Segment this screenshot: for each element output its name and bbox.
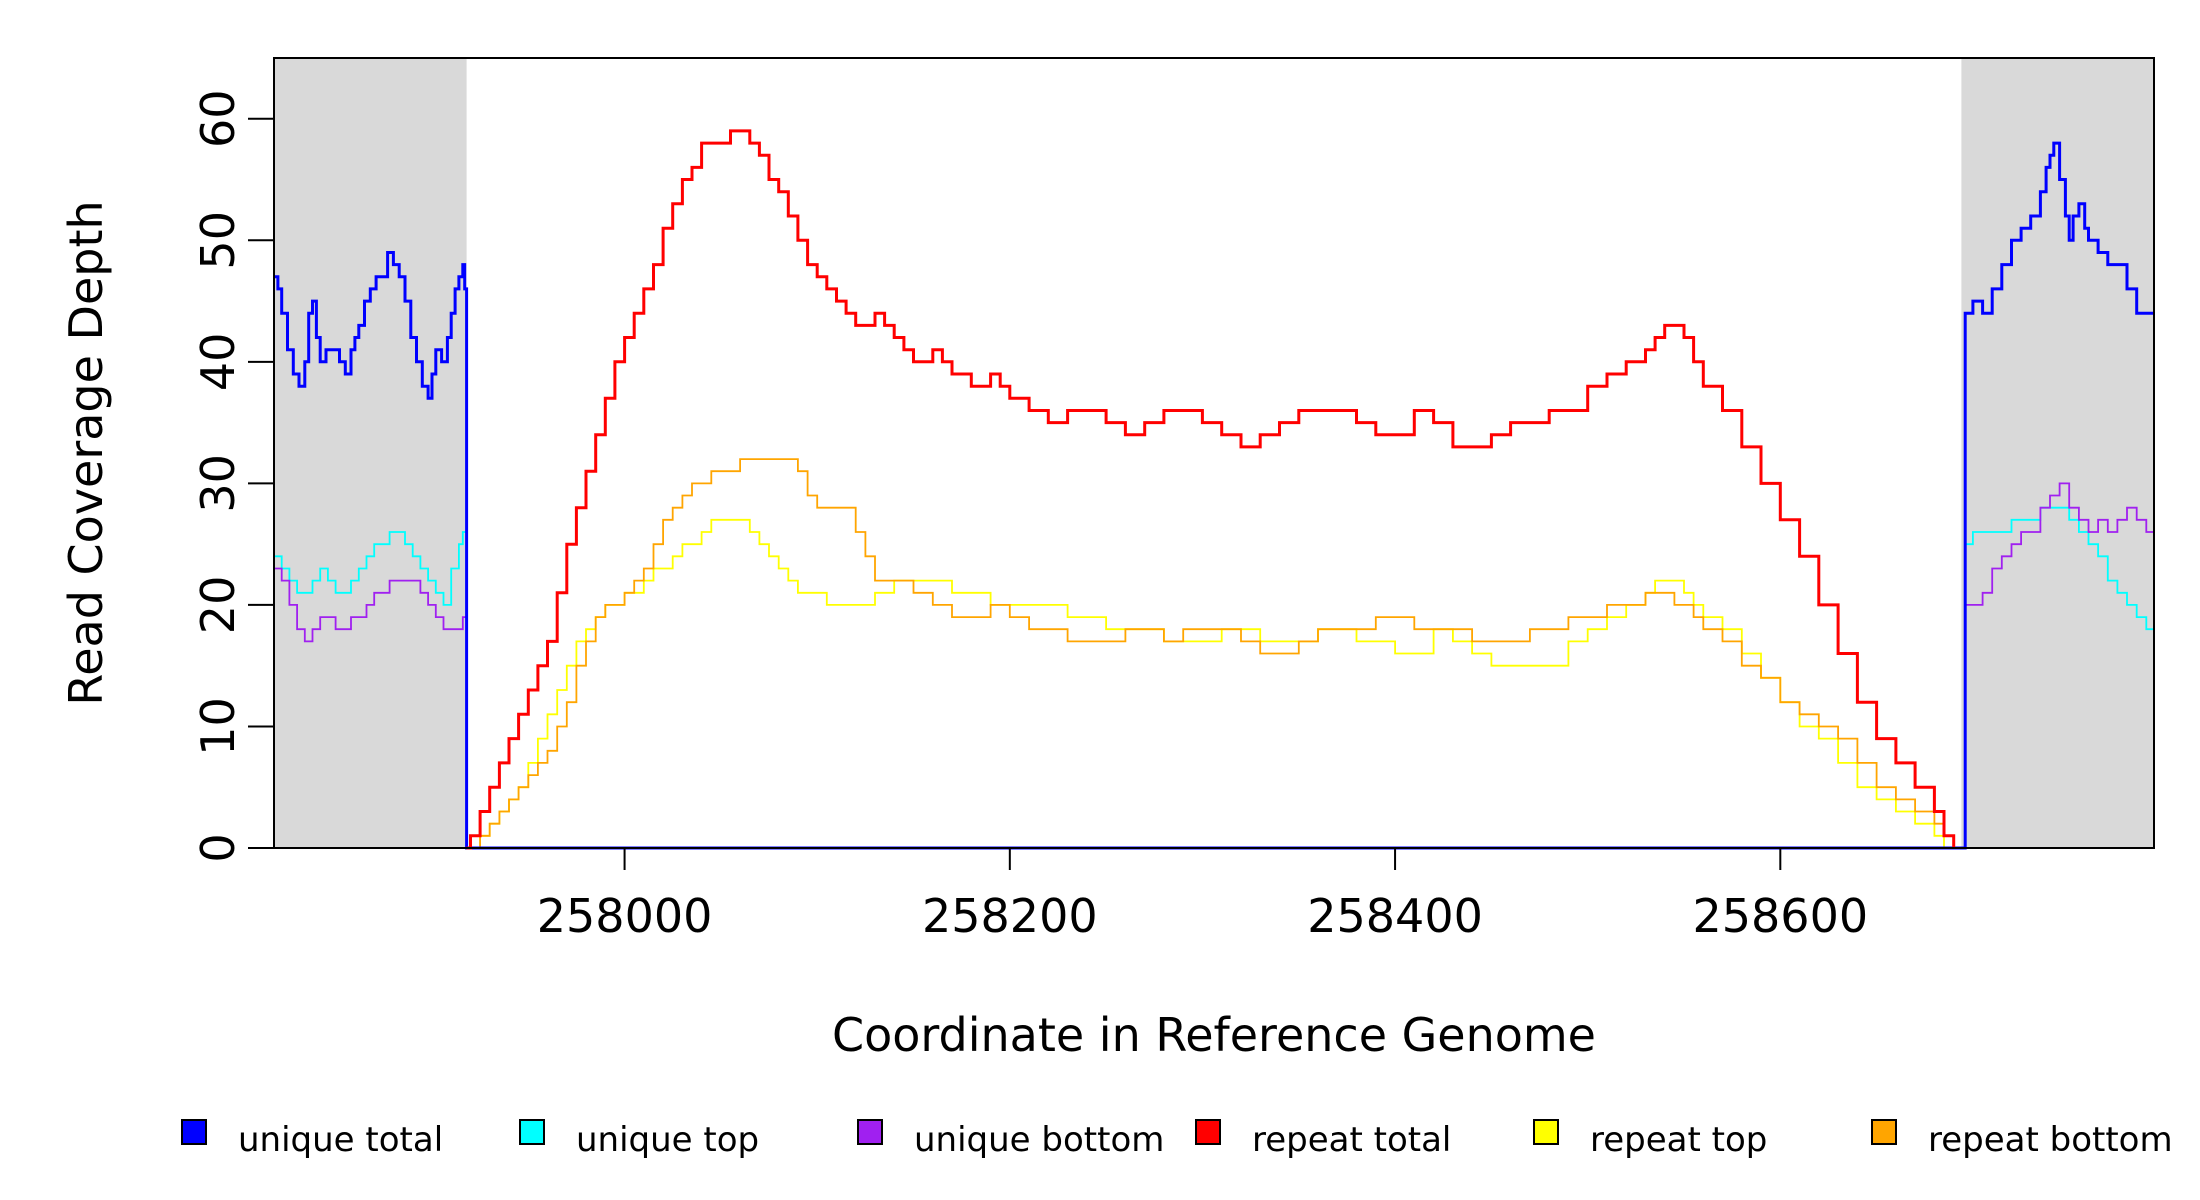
- legend-swatch: [181, 1119, 207, 1145]
- y-axis-title: Read Coverage Depth: [59, 200, 113, 705]
- legend-label: repeat top: [1590, 1120, 1767, 1160]
- x-tick-label: 258000: [537, 889, 713, 943]
- y-tick-label: 20: [191, 576, 245, 635]
- shaded-regions: [274, 58, 2154, 848]
- legend-swatch: [857, 1119, 883, 1145]
- y-tick-label: 40: [191, 333, 245, 392]
- legend-swatch: [1195, 1119, 1221, 1145]
- x-axis-title: Coordinate in Reference Genome: [832, 1008, 1596, 1062]
- legend-label: repeat bottom: [1928, 1120, 2173, 1160]
- series-lines: [274, 129, 2154, 850]
- series-line-repeat-total: [466, 129, 1956, 850]
- legend-label: unique top: [576, 1120, 759, 1160]
- shaded-region-0: [274, 58, 467, 848]
- legend-swatch: [519, 1119, 545, 1145]
- shaded-region-1: [1961, 58, 2154, 848]
- plot-frame: [273, 57, 2155, 849]
- x-tick-label: 258400: [1307, 889, 1483, 943]
- y-tick-label: 60: [191, 89, 245, 148]
- y-tick-label: 0: [191, 833, 245, 862]
- series-line-unique-top: [274, 506, 2154, 849]
- axes: 258000 258200 258400 258600 0 10 20 30 40 50 60: [191, 89, 1868, 943]
- legend-label: unique bottom: [914, 1120, 1164, 1160]
- legend-label: unique total: [238, 1120, 443, 1160]
- legend-swatch: [1871, 1119, 1897, 1145]
- legend: unique total unique top unique bottom repea…: [181, 1119, 2173, 1160]
- x-tick-label: 258200: [922, 889, 1098, 943]
- x-tick-label: 258600: [1693, 889, 1869, 943]
- y-tick-label: 30: [191, 454, 245, 513]
- y-tick-label: 10: [191, 697, 245, 756]
- series-line-unique-total: [274, 141, 2154, 850]
- legend-label: repeat total: [1252, 1120, 1451, 1160]
- legend-swatch: [1533, 1119, 1559, 1145]
- series-line-repeat-top: [466, 518, 1954, 849]
- series-line-repeat-bottom: [466, 458, 1955, 849]
- y-tick-label: 50: [191, 211, 245, 270]
- series-line-unique-bottom: [274, 482, 2154, 849]
